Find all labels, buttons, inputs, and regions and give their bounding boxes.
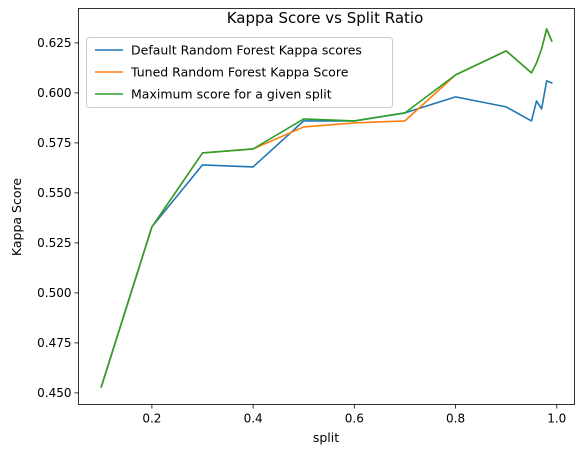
y-tick-label: 0.475	[37, 336, 71, 350]
x-axis-label: split	[313, 430, 339, 445]
y-axis-label: Kappa Score	[9, 178, 24, 256]
x-tick-label: 0.8	[446, 412, 465, 426]
x-axis: 0.2 0.4 0.6 0.8 1.0	[142, 405, 566, 426]
y-tick-label: 0.550	[37, 186, 71, 200]
legend-label-2: Tuned Random Forest Kappa Score	[130, 65, 349, 80]
x-tick-label: 0.6	[345, 412, 364, 426]
y-tick-label: 0.500	[37, 286, 71, 300]
chart-title: Kappa Score vs Split Ratio	[227, 9, 424, 27]
x-tick-label: 0.2	[142, 412, 161, 426]
y-tick-label: 0.575	[37, 136, 71, 150]
y-tick-label: 0.625	[37, 36, 71, 50]
series-line-1	[101, 81, 551, 387]
legend-label-3: Maximum score for a given split	[131, 87, 332, 102]
x-tick-label: 1.0	[547, 412, 566, 426]
legend: Default Random Forest Kappa scores Tuned …	[87, 38, 393, 108]
y-tick-label: 0.525	[37, 236, 71, 250]
y-tick-label: 0.450	[37, 386, 71, 400]
y-axis: 0.450 0.475 0.500 0.525 0.550 0.575 0.600 0.625	[37, 36, 78, 400]
y-tick-label: 0.600	[37, 86, 71, 100]
legend-label-1: Default Random Forest Kappa scores	[131, 43, 362, 58]
x-tick-label: 0.4	[244, 412, 263, 426]
